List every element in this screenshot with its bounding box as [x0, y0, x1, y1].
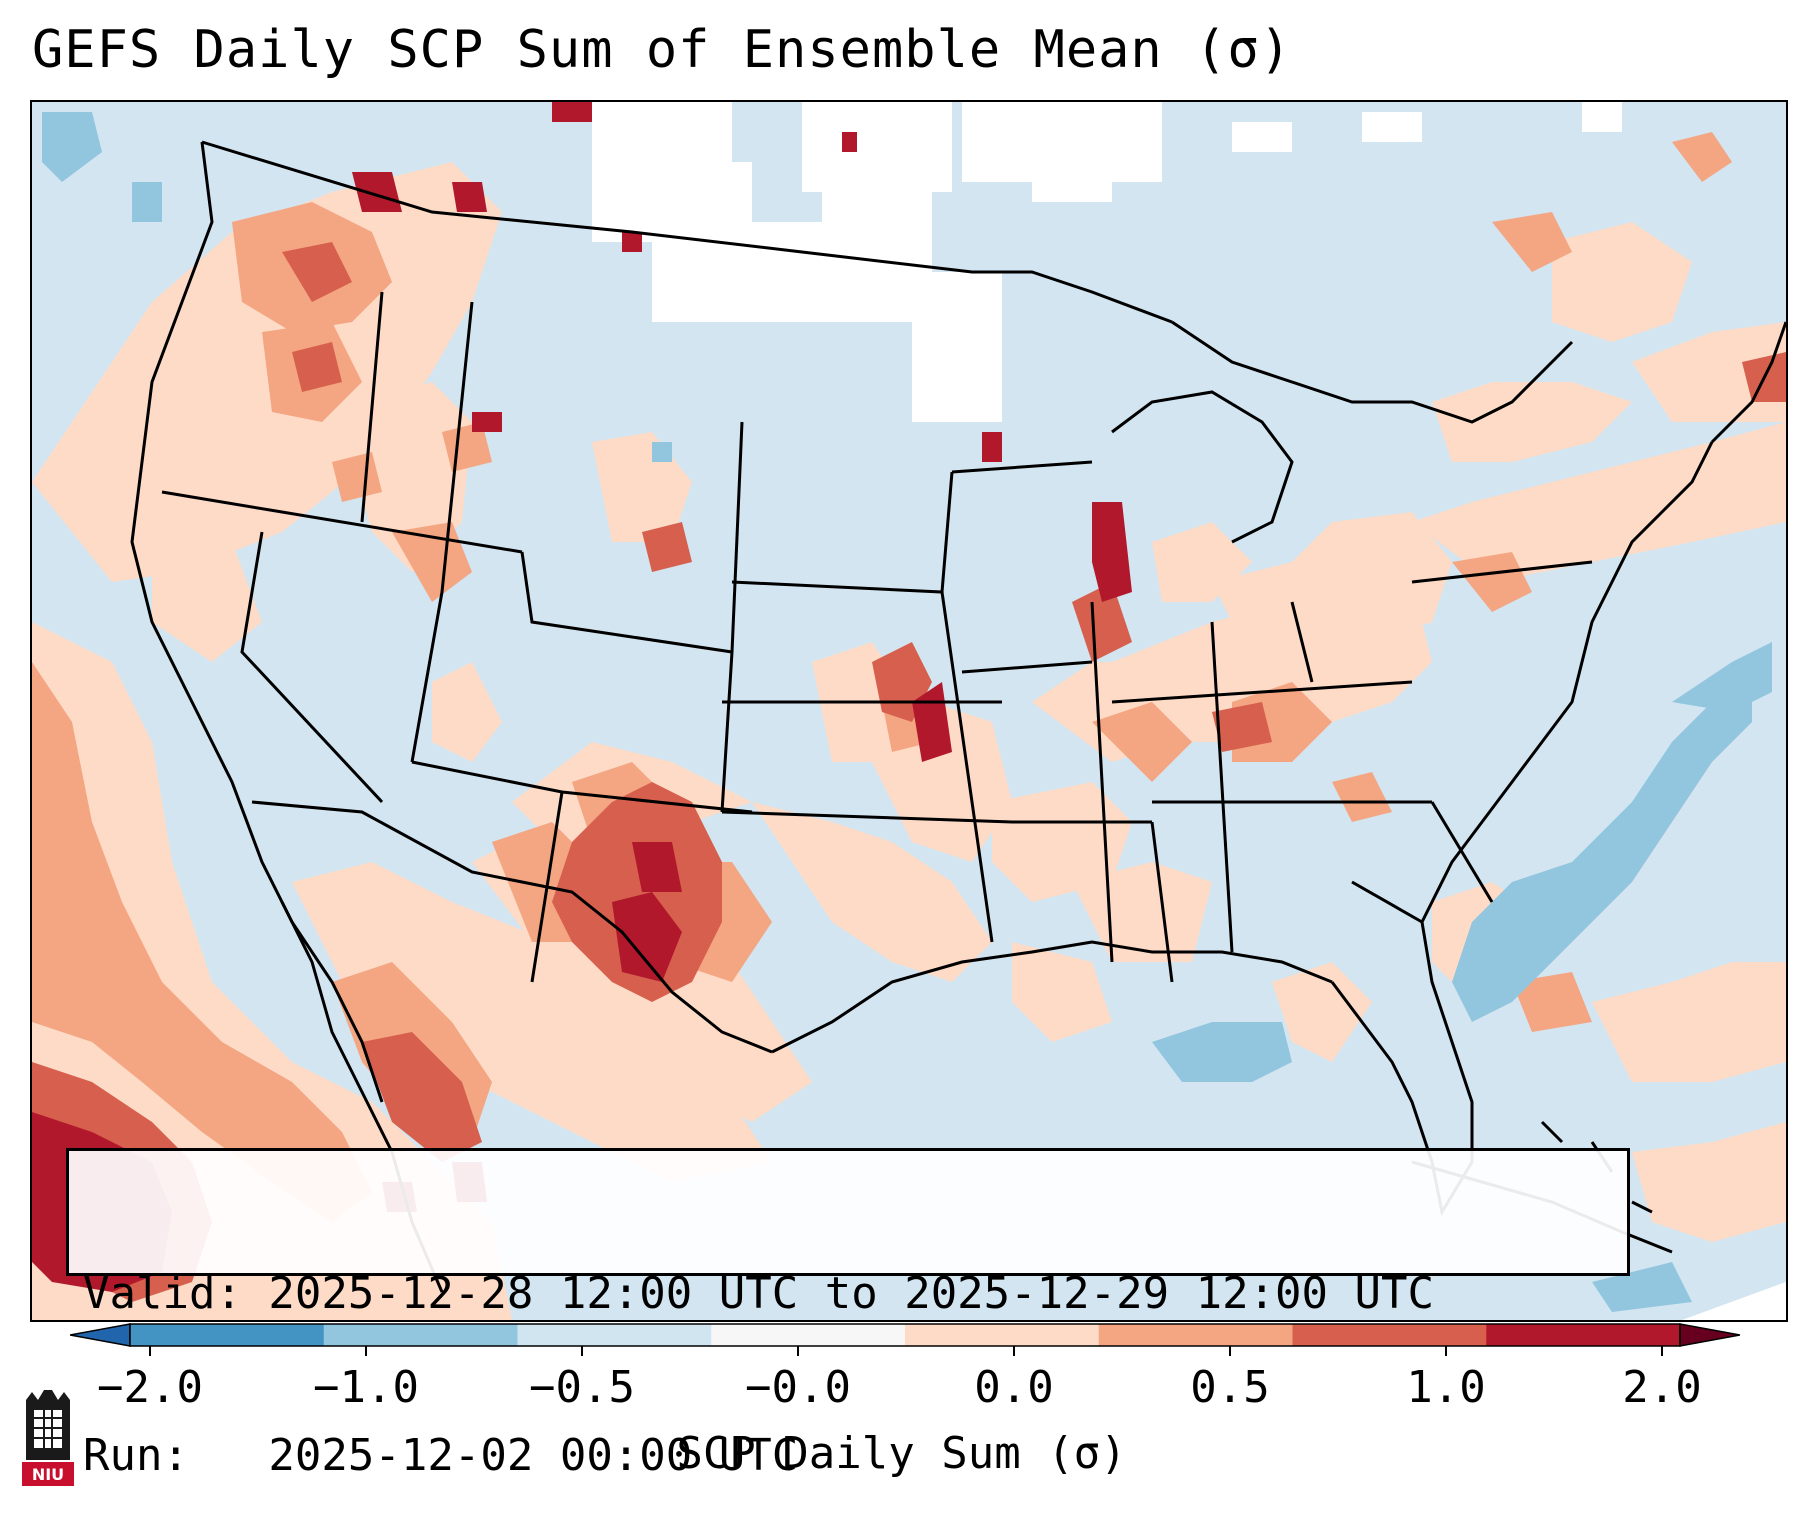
colorbar-segment	[905, 1324, 1100, 1346]
colorbar-tick-label: −1.0	[313, 1362, 419, 1413]
colorbar-segment	[517, 1324, 712, 1346]
logo-text: NIU	[32, 1465, 64, 1484]
colorbar-tick-label: −0.0	[745, 1362, 851, 1413]
map-panel	[30, 100, 1788, 1322]
colorbar-label: SCP Daily Sum (σ)	[676, 1428, 1127, 1479]
colorbar-segment	[711, 1324, 906, 1346]
political-boundaries	[130, 140, 1786, 1293]
colorbar-segment	[1486, 1324, 1681, 1346]
colorbar-extend-low	[70, 1323, 131, 1347]
anomaly-negative	[42, 112, 1772, 1312]
colorbar-tick-label: 1.0	[1406, 1362, 1486, 1413]
colorbar-extend-high	[1679, 1323, 1740, 1347]
colorbar	[70, 1323, 1740, 1356]
valid-time-text: Valid: 2025-12-28 12:00 UTC to 2025-12-2…	[83, 1268, 1435, 1319]
colorbar-segment	[1098, 1324, 1293, 1346]
run-time-text: Run: 2025-12-02 00:00 UTC	[83, 1430, 799, 1481]
map-title: GEFS Daily SCP Sum of Ensemble Mean (σ)	[32, 20, 1292, 80]
valid-run-info-box: Valid: 2025-12-28 12:00 UTC to 2025-12-2…	[66, 1148, 1630, 1481]
colorbar-tick-label: −0.5	[529, 1362, 635, 1413]
colorbar-tick-label: 2.0	[1622, 1362, 1702, 1413]
map-canvas	[32, 102, 1786, 1320]
colorbar-segment	[130, 1324, 325, 1346]
projection-edge-right	[1682, 1282, 1786, 1320]
colorbar-tick-label: 0.5	[1190, 1362, 1270, 1413]
missing-data-regions	[592, 102, 1622, 422]
colorbar-outline	[129, 1323, 1681, 1347]
colorbar-tick-label: 0.0	[974, 1362, 1054, 1413]
niu-logo-icon: NIU	[22, 1390, 74, 1486]
colorbar-segment	[323, 1324, 518, 1346]
colorbar-tick-label: −2.0	[97, 1362, 203, 1413]
colorbar-segment	[1292, 1324, 1487, 1346]
